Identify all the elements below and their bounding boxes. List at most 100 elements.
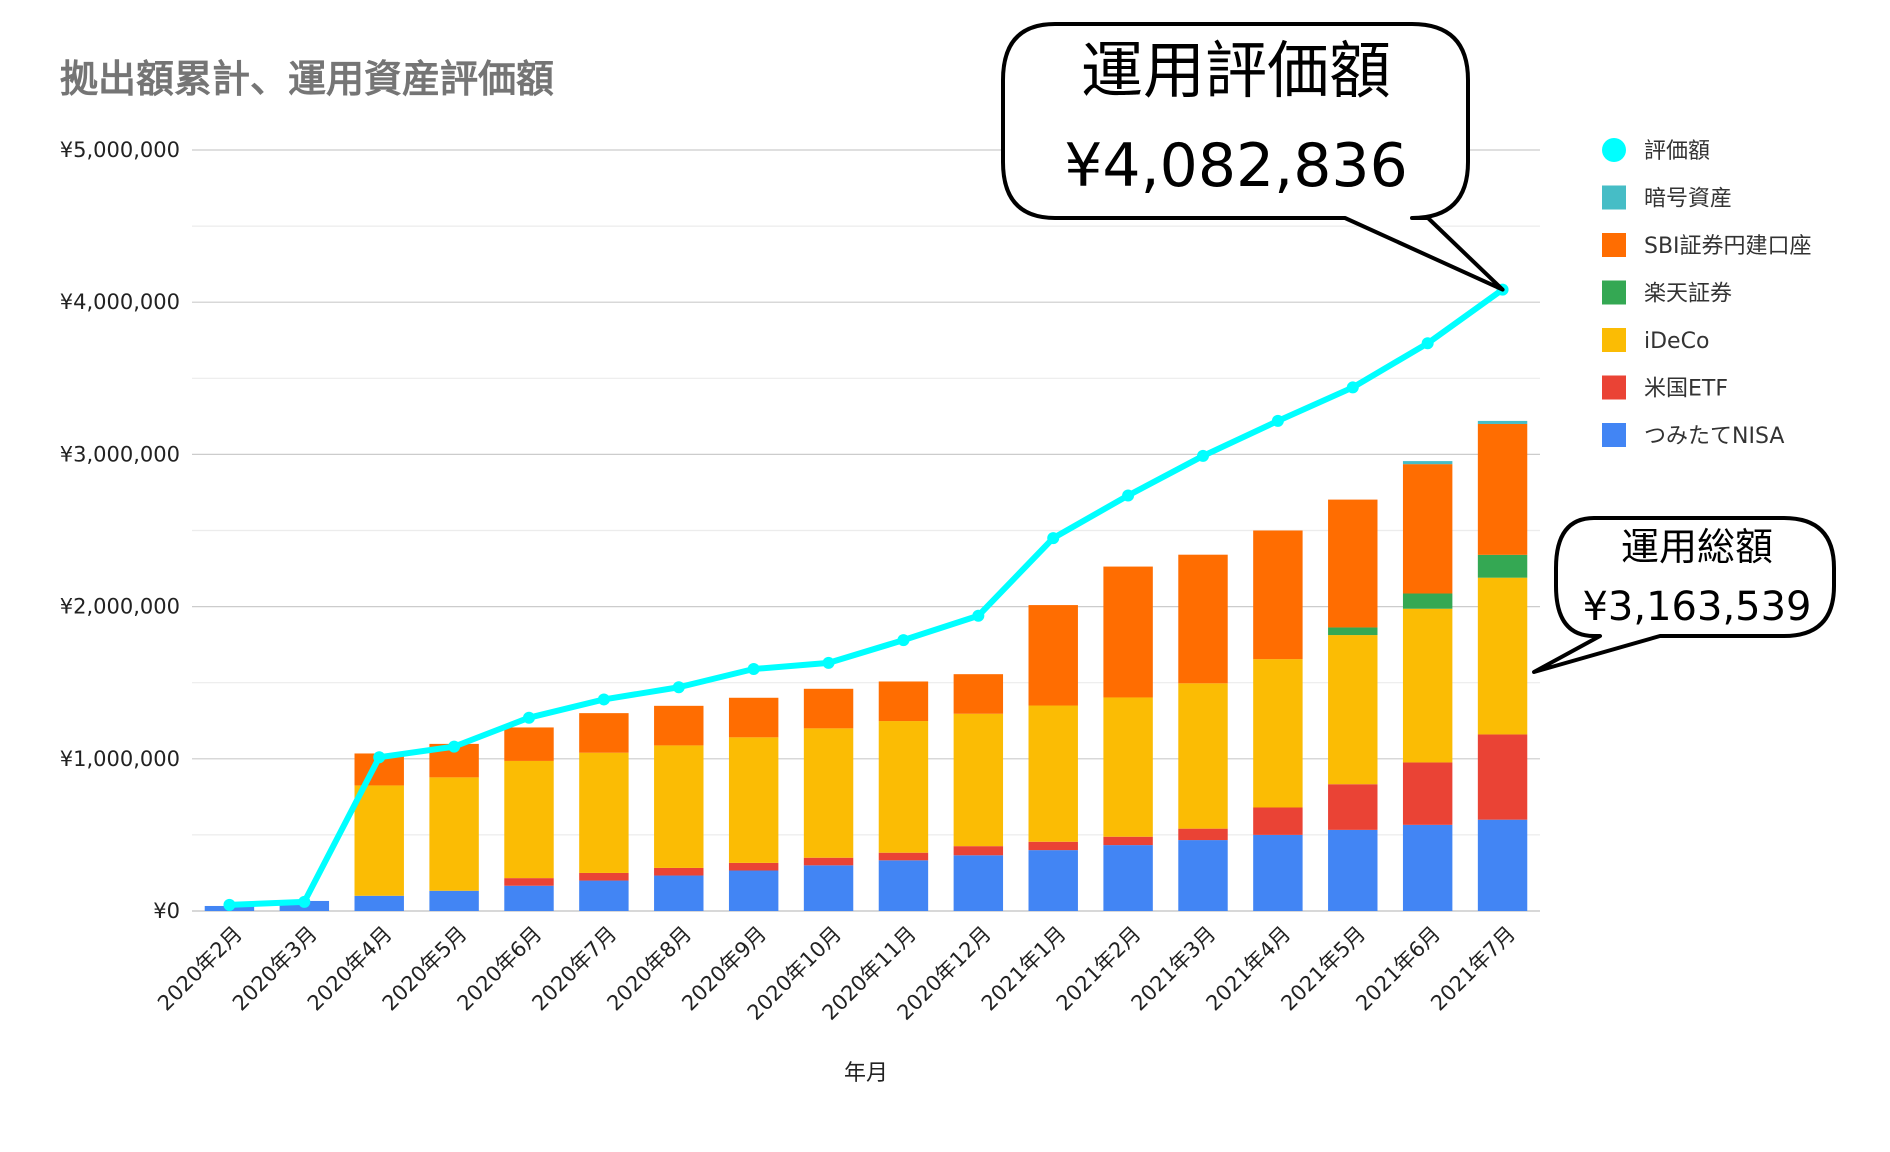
line-point (972, 609, 985, 622)
line-series (226, 286, 1506, 908)
bar-segment (1103, 845, 1153, 911)
bar-segment (728, 737, 779, 863)
bar-segment (728, 697, 779, 738)
bar-segment (1402, 762, 1453, 825)
line-point (1197, 449, 1209, 462)
line-point (523, 711, 535, 724)
y-tick-label: ¥5,000,000 (60, 138, 180, 162)
bar-segment (654, 875, 704, 911)
bar-segment (728, 870, 779, 911)
bar-segment (803, 865, 854, 911)
x-axis-label: 年月 (844, 1061, 888, 1086)
bar-segment (1477, 577, 1528, 735)
legend-swatch (1602, 375, 1626, 400)
bar-segment (654, 705, 704, 746)
bar-segment (504, 878, 554, 886)
legend-swatch (1602, 185, 1626, 210)
legend-label: つみたてNISA (1644, 424, 1784, 449)
bar-segment (1253, 659, 1303, 808)
bar-segment (803, 857, 854, 866)
bar-segment (1477, 423, 1528, 555)
y-tick-label: ¥0 (153, 899, 180, 923)
bar-segment (654, 745, 704, 868)
line-point (672, 681, 685, 694)
bar-segment (1477, 734, 1528, 820)
bar-segment (803, 688, 854, 729)
valuation-callout-bubble (1001, 22, 1505, 292)
line-point (822, 656, 835, 669)
bar-segment (1402, 464, 1453, 594)
legend-swatch (1602, 423, 1626, 447)
legend-label: iDeCo (1644, 329, 1709, 354)
bar-segment (1402, 461, 1453, 465)
bar-segment (1103, 836, 1153, 846)
legend-marker (1602, 138, 1626, 162)
bar-segment (1178, 840, 1228, 911)
y-tick-label: ¥4,000,000 (60, 290, 180, 314)
bar-segment (1402, 824, 1453, 911)
valuation-callout-value: ¥4,082,836 (1064, 131, 1408, 201)
bar-segment (878, 860, 929, 911)
bar-segment (1178, 828, 1228, 841)
legend-label: 暗号資産 (1644, 187, 1732, 212)
legend-swatch (1602, 280, 1626, 305)
bar-segment (579, 872, 629, 881)
bar-segment (953, 846, 1004, 856)
bar-segment (504, 727, 554, 761)
bar-segment (1103, 697, 1153, 837)
line-point (373, 751, 386, 764)
bar-segment (878, 852, 929, 861)
bar-segment (953, 713, 1004, 847)
total-callout-bubble (1532, 516, 1836, 674)
bar-segment (803, 728, 854, 858)
legend-label: 米国ETF (1644, 377, 1728, 402)
total-callout-label: 運用総額 (1621, 525, 1773, 569)
y-tick-label: ¥1,000,000 (60, 747, 180, 771)
bar-segment (579, 880, 629, 911)
bar-segment (1103, 566, 1153, 698)
bar-segment (1328, 627, 1378, 636)
line-point (1047, 532, 1060, 545)
bar-segment (354, 785, 404, 896)
legend-swatch (1602, 328, 1626, 352)
bar-segment (1328, 784, 1378, 830)
bar-segment (1178, 554, 1228, 684)
bar-segment (1028, 850, 1078, 911)
bar-segment (1253, 807, 1303, 835)
line-point (1122, 489, 1135, 502)
line-point (1421, 337, 1434, 350)
bar-segment (728, 862, 779, 871)
bar-segment (579, 752, 629, 873)
bar-segment (1402, 593, 1453, 609)
line-point (747, 663, 760, 676)
bar-segment (1178, 683, 1228, 829)
line-point (1271, 414, 1284, 427)
bar-segment (1477, 420, 1528, 424)
line-point (298, 895, 311, 908)
bar-segment (1028, 605, 1078, 706)
bar-segment (1477, 554, 1528, 578)
bar-segment (1028, 841, 1078, 851)
bar-segment (429, 890, 479, 911)
line-point (448, 740, 461, 753)
legend-label: 楽天証券 (1644, 282, 1732, 307)
bar-segment (654, 867, 704, 876)
legend-swatch (1602, 233, 1626, 257)
line-point (223, 898, 236, 911)
bar-segment (354, 895, 404, 911)
y-tick-label: ¥2,000,000 (60, 595, 180, 619)
line-point (597, 693, 610, 706)
bar-segment (878, 681, 929, 722)
total-callout-value: ¥3,163,539 (1582, 584, 1811, 630)
bar-segment (1477, 819, 1528, 911)
line-point (1346, 381, 1359, 394)
y-tick-label: ¥3,000,000 (60, 442, 180, 466)
bar-segment (1028, 705, 1078, 842)
legend-label: SBI証券円建口座 (1644, 234, 1812, 259)
bar-segment (878, 721, 929, 853)
valuation-callout-label: 運用評価額 (1081, 34, 1391, 107)
bar-segment (1328, 499, 1378, 628)
legend-label: 評価額 (1644, 139, 1710, 164)
